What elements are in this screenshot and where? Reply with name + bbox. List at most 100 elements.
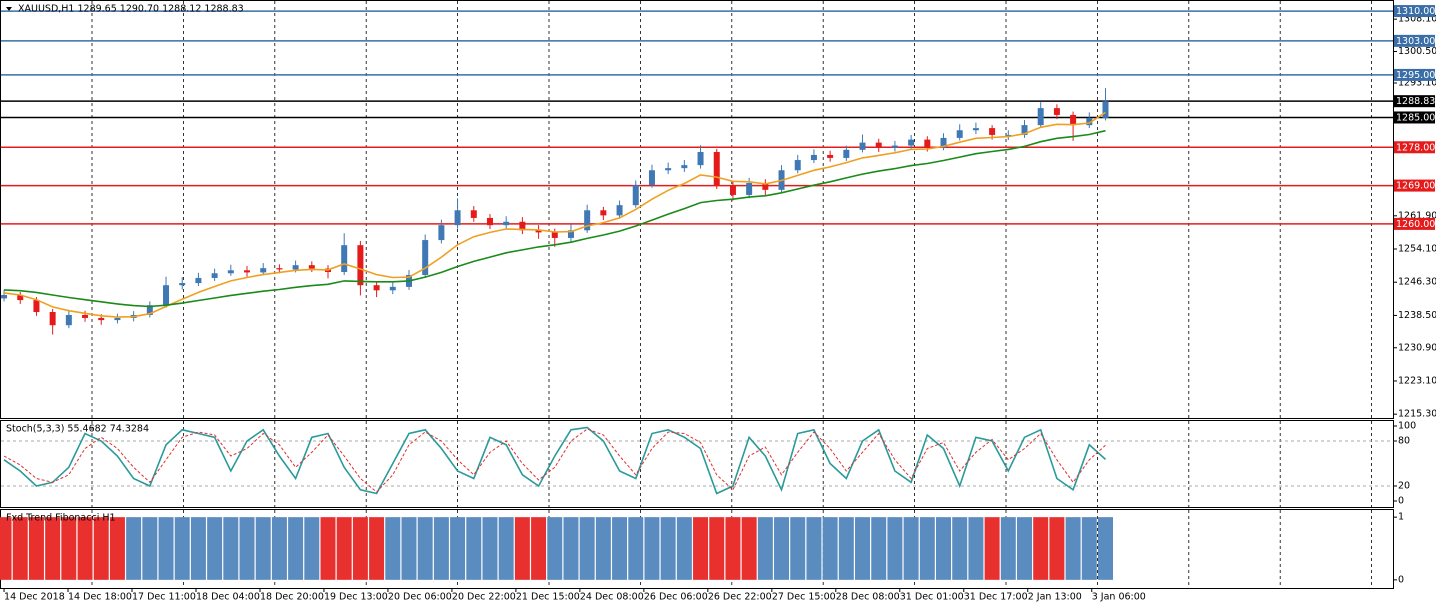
candle-body bbox=[956, 130, 963, 138]
candle-body bbox=[697, 151, 704, 166]
panel-title: Fxd Trend Fibonacci H1 bbox=[6, 513, 116, 524]
x-tick-label: 26 Dec 22:00 bbox=[708, 592, 772, 603]
candle-body bbox=[746, 183, 753, 195]
bar bbox=[320, 517, 336, 580]
bar bbox=[304, 517, 320, 580]
y-tick-label: 80 bbox=[1398, 436, 1410, 447]
bar bbox=[126, 517, 142, 580]
candle-body bbox=[940, 137, 947, 148]
panel-title: XAUUSD,H1 1289.65 1290.70 1288.12 1288.8… bbox=[18, 4, 244, 15]
candle-body bbox=[827, 154, 834, 158]
candle-body bbox=[584, 210, 591, 231]
bar bbox=[466, 517, 482, 580]
bar bbox=[61, 517, 77, 580]
bar bbox=[579, 517, 595, 580]
candle-body bbox=[1070, 114, 1077, 126]
bar bbox=[563, 517, 579, 580]
bar bbox=[725, 517, 741, 580]
bar bbox=[887, 517, 903, 580]
candle-body bbox=[195, 277, 202, 284]
bar bbox=[93, 517, 109, 580]
bar bbox=[28, 517, 44, 580]
y-tick-label: 1308.10 bbox=[1398, 14, 1436, 25]
candle-body bbox=[422, 240, 429, 275]
level-label-box bbox=[1394, 217, 1435, 230]
candle-body bbox=[989, 128, 996, 135]
bar bbox=[385, 517, 401, 580]
candle-body bbox=[729, 185, 736, 195]
bar bbox=[936, 517, 952, 580]
bar bbox=[1097, 517, 1113, 580]
bar bbox=[174, 517, 190, 580]
candle-body bbox=[82, 314, 89, 318]
candle-body bbox=[794, 160, 801, 171]
candle-body bbox=[308, 265, 315, 269]
bar bbox=[433, 517, 449, 580]
candle-body bbox=[276, 268, 283, 270]
candle-body bbox=[98, 317, 105, 321]
y-tick-label: 1300.50 bbox=[1398, 46, 1436, 57]
bar bbox=[871, 517, 887, 580]
candle-body bbox=[486, 217, 493, 226]
bar bbox=[1065, 517, 1081, 580]
candle-body bbox=[33, 300, 40, 313]
candle-body bbox=[648, 170, 655, 186]
bar bbox=[239, 517, 255, 580]
bar bbox=[628, 517, 644, 580]
bar bbox=[693, 517, 709, 580]
series-line bbox=[3, 111, 1106, 318]
bar bbox=[1000, 517, 1016, 580]
bar bbox=[514, 517, 530, 580]
x-tick-label: 24 Dec 08:00 bbox=[580, 592, 644, 603]
x-tick-label: 28 Dec 08:00 bbox=[836, 592, 900, 603]
level-label-box bbox=[1394, 68, 1435, 81]
y-tick-label: 1 bbox=[1398, 512, 1404, 523]
bar bbox=[774, 517, 790, 580]
candle-body bbox=[227, 270, 234, 274]
x-tick-label: 26 Dec 06:00 bbox=[644, 592, 708, 603]
bar bbox=[547, 517, 563, 580]
candle-body bbox=[454, 210, 461, 226]
bar bbox=[417, 517, 433, 580]
series-line bbox=[3, 428, 1106, 493]
bar bbox=[77, 517, 93, 580]
bar bbox=[12, 517, 28, 580]
candle-body bbox=[503, 221, 510, 226]
bar bbox=[644, 517, 660, 580]
level-label: 1269.00 bbox=[1396, 181, 1435, 192]
candle-body bbox=[65, 314, 72, 326]
bar bbox=[498, 517, 514, 580]
y-tick-label: 0 bbox=[1398, 574, 1404, 585]
candle-body bbox=[179, 283, 186, 286]
candle-body bbox=[438, 225, 445, 241]
bar bbox=[255, 517, 271, 580]
series-line bbox=[3, 129, 1106, 308]
bar bbox=[595, 517, 611, 580]
candle-body bbox=[600, 210, 607, 216]
series-line bbox=[3, 426, 1107, 495]
bar bbox=[207, 517, 223, 580]
candle-body bbox=[843, 149, 850, 158]
y-tick-label: 1238.50 bbox=[1398, 310, 1436, 321]
bar bbox=[757, 517, 773, 580]
bar bbox=[352, 517, 368, 580]
candle-body bbox=[341, 245, 348, 272]
menu-arrow[interactable] bbox=[6, 7, 12, 11]
level-label: 1285.00 bbox=[1396, 112, 1435, 123]
x-tick-label: 19 Dec 13:00 bbox=[324, 592, 388, 603]
candle-body bbox=[292, 265, 299, 270]
candle-body bbox=[373, 285, 380, 291]
candle-body bbox=[681, 165, 688, 169]
candle-body bbox=[163, 285, 170, 306]
bar bbox=[109, 517, 125, 580]
panel-border bbox=[0, 0, 1394, 419]
y-tick-label: 1246.30 bbox=[1398, 277, 1436, 288]
bar bbox=[709, 517, 725, 580]
bar bbox=[450, 517, 466, 580]
x-tick-label: 18 Dec 04:00 bbox=[196, 592, 260, 603]
x-tick-label: 14 Dec 18:00 bbox=[68, 592, 132, 603]
level-label: 1295.00 bbox=[1396, 70, 1435, 81]
bar bbox=[741, 517, 757, 580]
